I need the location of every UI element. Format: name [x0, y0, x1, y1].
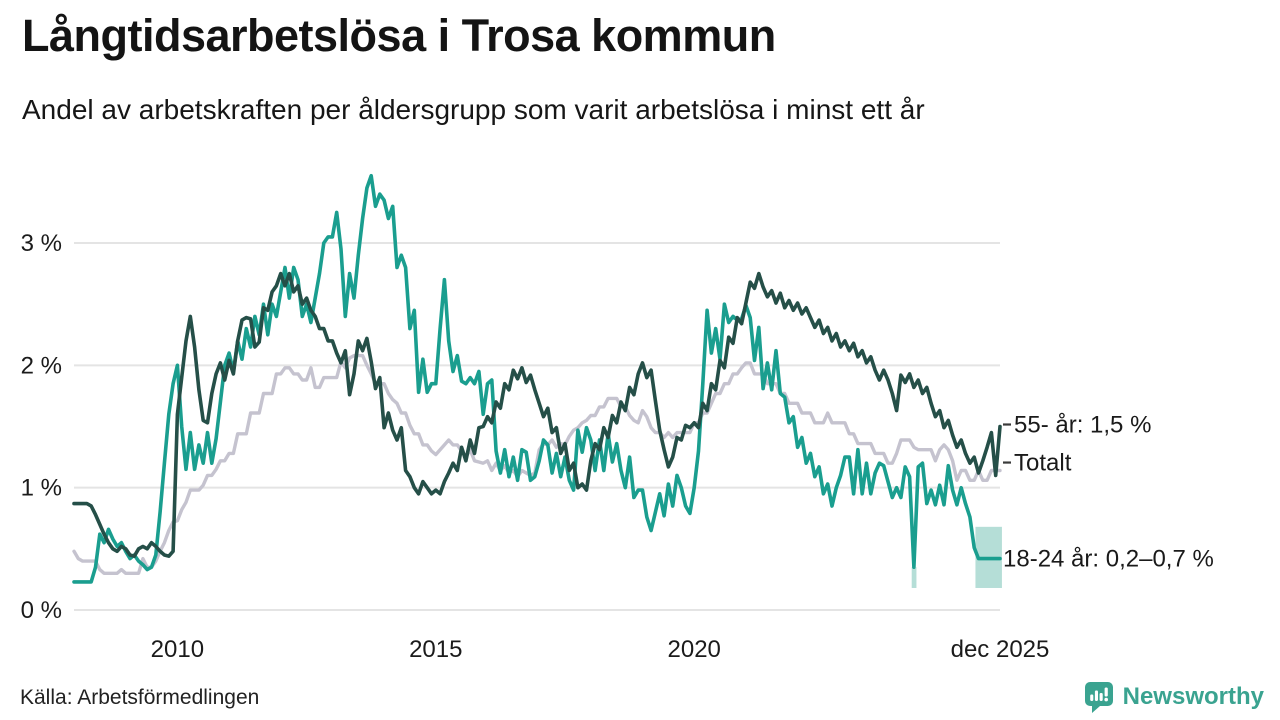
x-tick-label: 2015	[409, 636, 462, 663]
brand-wordmark: Newsworthy	[1122, 683, 1264, 710]
newsworthy-icon	[1084, 682, 1113, 713]
page-subtitle: Andel av arbetskraften per åldersgrupp s…	[22, 94, 925, 125]
series-end-labels: 55- år: 1,5 % Totalt 18-24 år: 0,2–0,7 %	[1003, 412, 1214, 573]
y-tick-label: 0 %	[21, 597, 62, 624]
series-line-older	[72, 271, 1002, 559]
y-tick-label: 2 %	[21, 352, 62, 379]
source-note: Källa: Arbetsförmedlingen	[20, 686, 260, 709]
gridlines	[74, 242, 1000, 611]
series-end-label: 18-24 år: 0,2–0,7 %	[1003, 546, 1214, 573]
series-line-total	[72, 353, 1002, 575]
page-title: Långtidsarbetslösa i Trosa kommun	[22, 10, 776, 61]
x-axis-labels: 2010 2015 2020 dec 2025	[151, 636, 1050, 663]
x-tick-label: 2020	[668, 636, 721, 663]
series-end-label: 55- år: 1,5 %	[1014, 412, 1151, 439]
series-lines	[72, 173, 1002, 584]
x-tick-label: dec 2025	[951, 636, 1050, 663]
y-axis-labels: 0 % 1 % 2 % 3 %	[21, 230, 62, 624]
y-tick-label: 3 %	[21, 230, 62, 257]
x-tick-label: 2010	[151, 636, 204, 663]
series-line-youth	[72, 173, 1002, 584]
series-end-label: Totalt	[1014, 450, 1072, 477]
y-tick-label: 1 %	[21, 475, 62, 502]
uncertainty-band	[911, 567, 917, 588]
brand-logo: Newsworthy	[1083, 680, 1264, 714]
